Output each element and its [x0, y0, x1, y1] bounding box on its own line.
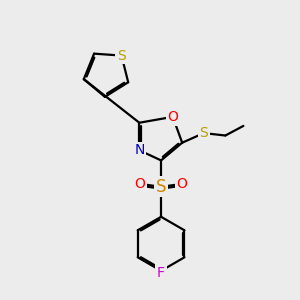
Text: O: O [167, 110, 178, 124]
Text: S: S [156, 178, 166, 196]
Text: N: N [134, 143, 145, 157]
Text: S: S [200, 126, 208, 140]
Text: S: S [117, 49, 126, 63]
Text: O: O [135, 177, 146, 191]
Text: F: F [157, 266, 165, 280]
Text: O: O [177, 177, 188, 191]
